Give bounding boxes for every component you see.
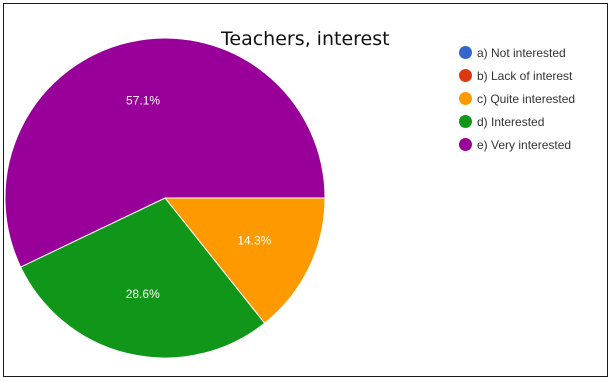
pie-slice-5: [4, 37, 326, 268]
legend-swatch-1: [459, 46, 472, 59]
legend-label-1: a) Not interested: [477, 45, 566, 60]
legend-label-3: c) Quite interested: [477, 91, 576, 106]
legend-item-5: e) Very interested: [459, 133, 575, 156]
legend-label-4: d) Interested: [477, 114, 545, 129]
chart-frame: Teachers‚ interest 14.3% 28.6% 57.1% a) No…: [3, 3, 608, 377]
slice-value-label-3: 14.3%: [237, 233, 271, 247]
legend-item-4: d) Interested: [459, 110, 575, 133]
legend-item-2: b) Lack of interest: [459, 64, 575, 87]
legend-item-3: c) Quite interested: [459, 87, 575, 110]
legend-swatch-4: [459, 115, 472, 128]
legend-swatch-2: [459, 69, 472, 82]
slice-value-label-4: 28.6%: [126, 287, 160, 301]
legend-swatch-3: [459, 92, 472, 105]
chart-legend: a) Not interested b) Lack of interest c) Q…: [459, 41, 575, 156]
slice-value-label-5: 57.1%: [126, 93, 160, 107]
pie-chart: 14.3% 28.6% 57.1%: [4, 37, 326, 359]
pie-slice-3: [163, 197, 326, 324]
legend-label-2: b) Lack of interest: [477, 68, 573, 83]
legend-label-5: e) Very interested: [477, 137, 572, 152]
legend-swatch-5: [459, 138, 472, 151]
chart-title: Teachers‚ interest: [221, 28, 390, 50]
legend-item-1: a) Not interested: [459, 41, 575, 64]
